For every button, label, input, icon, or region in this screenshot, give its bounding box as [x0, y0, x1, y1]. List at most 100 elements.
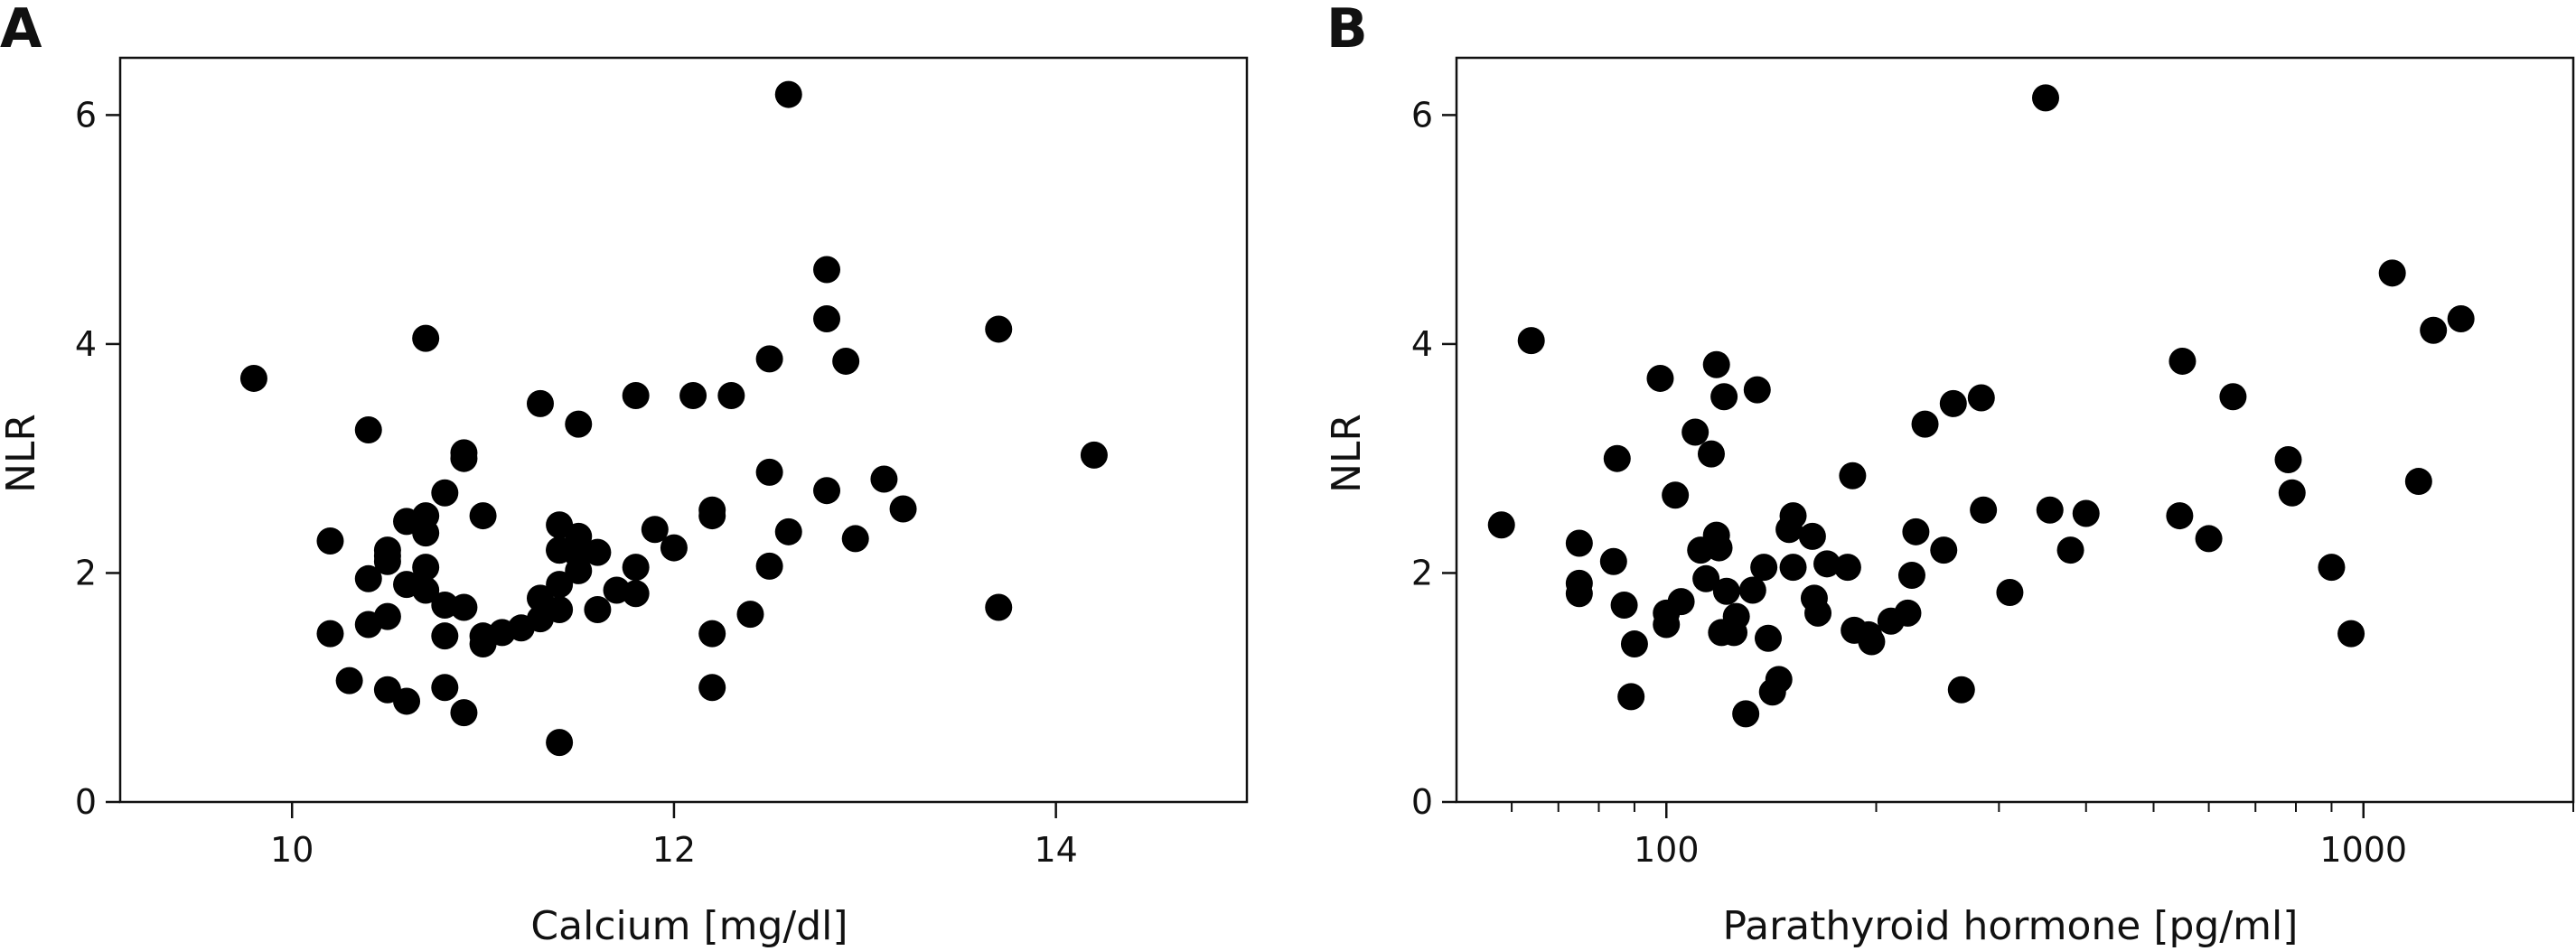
panel-a-data-point [660, 534, 688, 562]
panel-b-data-point [2378, 259, 2406, 287]
panel-a-y-tick-label: 6 [75, 95, 97, 135]
panel-a-data-point [431, 674, 459, 702]
panel-a: A NLR Calcium [mg/dl] 0 2 4 6 10 12 14 [0, 0, 1249, 949]
panel-b-data-point [1517, 327, 1545, 355]
panel-b-data-point [1603, 444, 1631, 472]
panel-b-data-point [1939, 389, 1967, 417]
panel-a-data-point [813, 305, 841, 333]
panel-b-data-point [1765, 666, 1793, 694]
panel-a-x-tick-label: 10 [270, 830, 314, 870]
panel-b-data-point [1662, 481, 1690, 509]
panel-b-data-point [1667, 588, 1695, 616]
panel-a-data-point [813, 477, 841, 505]
panel-a-data-point [698, 502, 726, 530]
panel-b-data-point [1697, 440, 1725, 468]
panel-b-data-point [2056, 536, 2084, 564]
panel-a-data-point [870, 465, 898, 493]
panel-b-data-point [1610, 591, 1638, 619]
panel-a-data-point [774, 517, 802, 545]
panel-b-data-point [1710, 383, 1738, 411]
panel-b-x-tick-label: 1000 [2319, 830, 2407, 870]
panel-a-data-point [736, 601, 764, 629]
panel-a-data-point [565, 522, 593, 550]
panel-a-data-point [450, 593, 478, 621]
panel-b-data-point [1620, 630, 1648, 658]
panel-a-data-point [546, 596, 574, 624]
panel-b-label: B [1326, 0, 1368, 61]
panel-b-data-point [2337, 620, 2365, 648]
panel-a-data-point [774, 80, 802, 108]
panel-b-data-point [1911, 410, 1939, 438]
panel-a-data-point [641, 516, 669, 544]
panel-b-y-tick-label: 6 [1411, 95, 1433, 135]
panel-a-data-point [373, 602, 401, 630]
panel-a-x-tick-label: 12 [652, 830, 696, 870]
panel-b-points [1487, 84, 2475, 728]
panel-b-data-point [1779, 502, 1807, 530]
panel-b-data-point [1565, 529, 1593, 557]
panel-a-y-tick-label: 0 [75, 782, 97, 822]
panel-b-data-point [1897, 561, 1925, 589]
panel-b-y-tick-label: 0 [1411, 782, 1433, 822]
panel-a-data-point [622, 580, 650, 608]
panel-b-data-point [1804, 599, 1832, 627]
panel-a-plot-frame [118, 56, 1249, 804]
panel-a-points [239, 80, 1108, 757]
panel-a-data-point [546, 536, 574, 564]
panel-b-data-point [2447, 305, 2475, 333]
panel-b-data-point [1833, 554, 1861, 582]
panel-b-data-point [2072, 499, 2100, 527]
panel-b-y-tick-label: 4 [1411, 324, 1433, 364]
panel-b-data-point [2195, 525, 2223, 553]
panel-b-data-point [1743, 376, 1771, 404]
panel-a-data-point [985, 593, 1013, 621]
panel-a-data-point [431, 622, 459, 650]
panel-b-data-point [1996, 579, 2024, 607]
panel-a-y-axis-label: NLR [0, 414, 44, 493]
panel-b-data-point [1754, 624, 1782, 652]
panel-a-data-point [412, 554, 440, 582]
panel-b-data-point [2318, 554, 2346, 582]
panel-b-data-point [1617, 683, 1645, 711]
panel-a-y-tick-label: 2 [75, 553, 97, 592]
panel-b-plot-border [1455, 56, 2575, 804]
panel-b-data-point [2031, 84, 2059, 112]
panel-a-data-point [373, 547, 401, 575]
panel-b-data-point [1732, 700, 1760, 728]
panel-b-data-point [1813, 550, 1841, 578]
panel-a-data-point [832, 347, 860, 375]
panel-b-data-point [1798, 522, 1826, 550]
panel-b-data-point [1646, 364, 1674, 392]
panel-a-data-point [841, 525, 869, 553]
panel-a-data-point [813, 256, 841, 284]
panel-b: B NLR Parathyroid hormone [pg/ml] 0 2 4 6 10… [1324, 0, 2575, 949]
panel-b-plot-frame [1455, 56, 2575, 804]
panel-b-data-point [1858, 628, 1886, 656]
panel-b-data-point [2166, 502, 2194, 530]
panel-a-data-point [412, 324, 440, 352]
panel-b-data-point [2274, 445, 2302, 473]
panel-b-data-point [1712, 577, 1740, 605]
panel-b-data-point [2278, 479, 2306, 507]
panel-a-data-point [565, 410, 593, 438]
panel-a-data-point [450, 699, 478, 727]
panel-a-ticks: 0 2 4 6 10 12 14 [75, 95, 1078, 870]
panel-b-y-axis-label: NLR [1324, 414, 1370, 493]
panel-a-data-point [354, 564, 382, 592]
panel-b-data-point [2036, 496, 2064, 524]
panel-b-data-point [1750, 554, 1778, 582]
panel-a-y-tick-label: 4 [75, 324, 97, 364]
panel-b-x-axis-label: Parathyroid hormone [pg/ml] [1723, 903, 2299, 949]
panel-b-data-point [1702, 350, 1730, 378]
panel-a-data-point [412, 519, 440, 547]
panel-b-data-point [1839, 462, 1867, 489]
panel-a-x-tick-label: 14 [1034, 830, 1077, 870]
panel-a-data-point [755, 552, 783, 580]
panel-b-data-point [1930, 536, 1958, 564]
panel-b-data-point [1599, 547, 1627, 575]
panel-a-data-point [450, 444, 478, 472]
panel-b-data-point [1487, 511, 1515, 539]
panel-a-data-point [717, 381, 745, 409]
panel-a-data-point [354, 416, 382, 443]
panel-b-data-point [1970, 496, 1998, 524]
